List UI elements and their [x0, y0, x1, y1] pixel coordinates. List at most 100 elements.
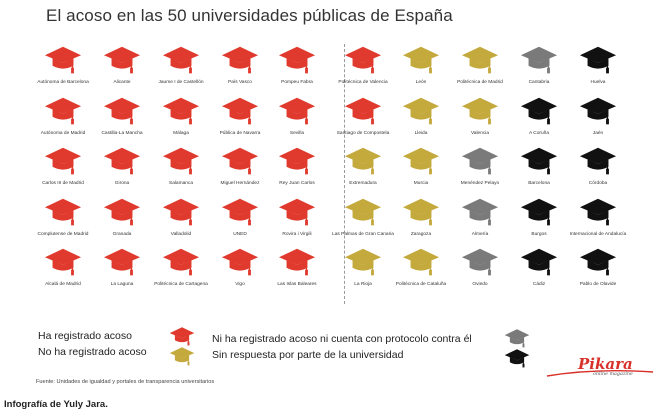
source-note: Fuente: Unidades de igualdad y portales … — [36, 379, 215, 385]
university-name: León — [415, 80, 427, 85]
university-name: Rey Juan Carlos — [279, 181, 315, 186]
university-cell: Alcalá de Madrid — [30, 246, 96, 304]
credit-line: Infografía de Yuly Jara. — [4, 399, 108, 410]
column-divider — [344, 44, 345, 304]
university-cell: La Laguna — [89, 246, 155, 304]
university-cell: Internacional de Andalucía — [565, 196, 631, 254]
legend-registered-label: Ha registrado acoso — [38, 330, 132, 342]
university-cell: Rovira i Virgili — [264, 196, 330, 254]
university-name: A Coruña — [528, 131, 549, 136]
university-cell: A Coruña — [506, 95, 572, 153]
university-name: Barcelona — [528, 181, 550, 186]
university-cell: Sevilla — [264, 95, 330, 153]
graduation-cap-red-icon — [169, 326, 195, 348]
university-name: Politécnica de Cataluña — [395, 282, 447, 287]
university-cell: Valladolid — [148, 196, 214, 254]
university-name: Santiago de Compostela — [336, 131, 390, 136]
university-name: Málaga — [173, 131, 189, 136]
university-name: Huelva — [590, 80, 606, 85]
university-cell: Málaga — [148, 95, 214, 153]
university-name: Politécnica de Cartagena — [154, 282, 208, 287]
graduation-cap-gray-icon — [504, 328, 530, 350]
university-name: Autónoma de Madrid — [40, 131, 86, 136]
university-name: Córdoba — [588, 181, 608, 186]
university-name: Pública de Navarra — [219, 131, 261, 136]
university-cell: Carlos III de Madrid — [30, 145, 96, 203]
legend-no-protocol-label: Ni ha registrado acoso ni cuenta con pro… — [212, 333, 472, 345]
legend-not-registered-label: No ha registrado acoso — [38, 346, 147, 358]
university-name: País Vasco — [228, 80, 252, 85]
university-name: Murcia — [413, 181, 429, 186]
university-cell: País Vasco — [207, 44, 273, 102]
university-name: La Laguna — [110, 282, 134, 287]
graduation-cap-black-icon — [504, 348, 530, 370]
university-name: Girona — [114, 181, 130, 186]
university-cell: Menéndez Pelayo — [447, 145, 513, 203]
university-name: Cádiz — [532, 282, 546, 287]
university-cell: Burgos — [506, 196, 572, 254]
university-name: Zaragoza — [410, 232, 432, 237]
university-cell: Murcia — [388, 145, 454, 203]
university-cell: Las Palmas de Gran Canaria — [330, 196, 396, 254]
university-name: Burgos — [531, 232, 547, 237]
university-cell: Pompeu Fabra — [264, 44, 330, 102]
university-cell: Las Islas Baleares — [264, 246, 330, 304]
university-name: Vigo — [235, 282, 245, 287]
university-cell: Politécnica de Cataluña — [388, 246, 454, 304]
university-name: Miguel Hernández — [220, 181, 260, 186]
university-name: Salamanca — [169, 181, 193, 186]
university-name: Sevilla — [289, 131, 305, 136]
university-cell: Politécnica de Cartagena — [148, 246, 214, 304]
university-cell: Complutense de Madrid — [30, 196, 96, 254]
university-name: Carlos III de Madrid — [42, 181, 84, 186]
university-name: Valencia — [470, 131, 490, 136]
university-name: Valladolid — [170, 232, 192, 237]
university-name: Jaén — [592, 131, 604, 136]
university-cell: Valencia — [447, 95, 513, 153]
university-cell: Autónoma de Madrid — [30, 95, 96, 153]
university-name: Pompeu Fabra — [281, 80, 313, 85]
university-cell: Almería — [447, 196, 513, 254]
university-cell: Zaragoza — [388, 196, 454, 254]
university-cell: Castilla-La Mancha — [89, 95, 155, 153]
university-cell: Extremadura — [330, 145, 396, 203]
university-cell: Huelva — [565, 44, 631, 102]
university-cell: Vigo — [207, 246, 273, 304]
brand-logo: Pikara — [578, 355, 633, 373]
university-cell: León — [388, 44, 454, 102]
university-name: Oviedo — [472, 282, 488, 287]
university-cell: Santiago de Compostela — [330, 95, 396, 153]
university-name: Pablo de Olavide — [579, 282, 617, 287]
university-name: Alcalá de Madrid — [45, 282, 81, 287]
university-name: Complutense de Madrid — [37, 232, 89, 237]
university-name: Las Islas Baleares — [277, 282, 317, 287]
university-cell: Rey Juan Carlos — [264, 145, 330, 203]
university-cell: Cádiz — [506, 246, 572, 304]
university-cell: Salamanca — [148, 145, 214, 203]
university-cell: Alicante — [89, 44, 155, 102]
university-name: Extremadura — [349, 181, 377, 186]
university-name: Internacional de Andalucía — [569, 232, 627, 237]
university-cell: Cantabria — [506, 44, 572, 102]
university-cell: La Rioja — [330, 246, 396, 304]
university-name: Cantabria — [528, 80, 550, 85]
university-cell: Politécnica de Madrid — [447, 44, 513, 102]
university-cell: UNED — [207, 196, 273, 254]
university-name: UNED — [233, 232, 247, 237]
university-cell: Miguel Hernández — [207, 145, 273, 203]
university-cell: Politécnica de Valencia — [330, 44, 396, 102]
university-cell: Jaén — [565, 95, 631, 153]
page-title: El acoso en las 50 universidades pública… — [46, 6, 453, 25]
university-cell: Pública de Navarra — [207, 95, 273, 153]
brand-swoosh-icon — [546, 369, 654, 377]
university-name: Politécnica de Valencia — [338, 80, 388, 85]
university-cell: Pablo de Olavide — [565, 246, 631, 304]
university-cell: Lleida — [388, 95, 454, 153]
university-name: Lleida — [414, 131, 428, 136]
university-name: Menéndez Pelayo — [460, 181, 500, 186]
university-cell: Barcelona — [506, 145, 572, 203]
university-name: Granada — [112, 232, 132, 237]
university-name: Castilla-La Mancha — [101, 131, 143, 136]
legend-no-response-label: Sin respuesta por parte de la universida… — [212, 349, 404, 361]
university-cell: Jaume I de Castellón — [148, 44, 214, 102]
